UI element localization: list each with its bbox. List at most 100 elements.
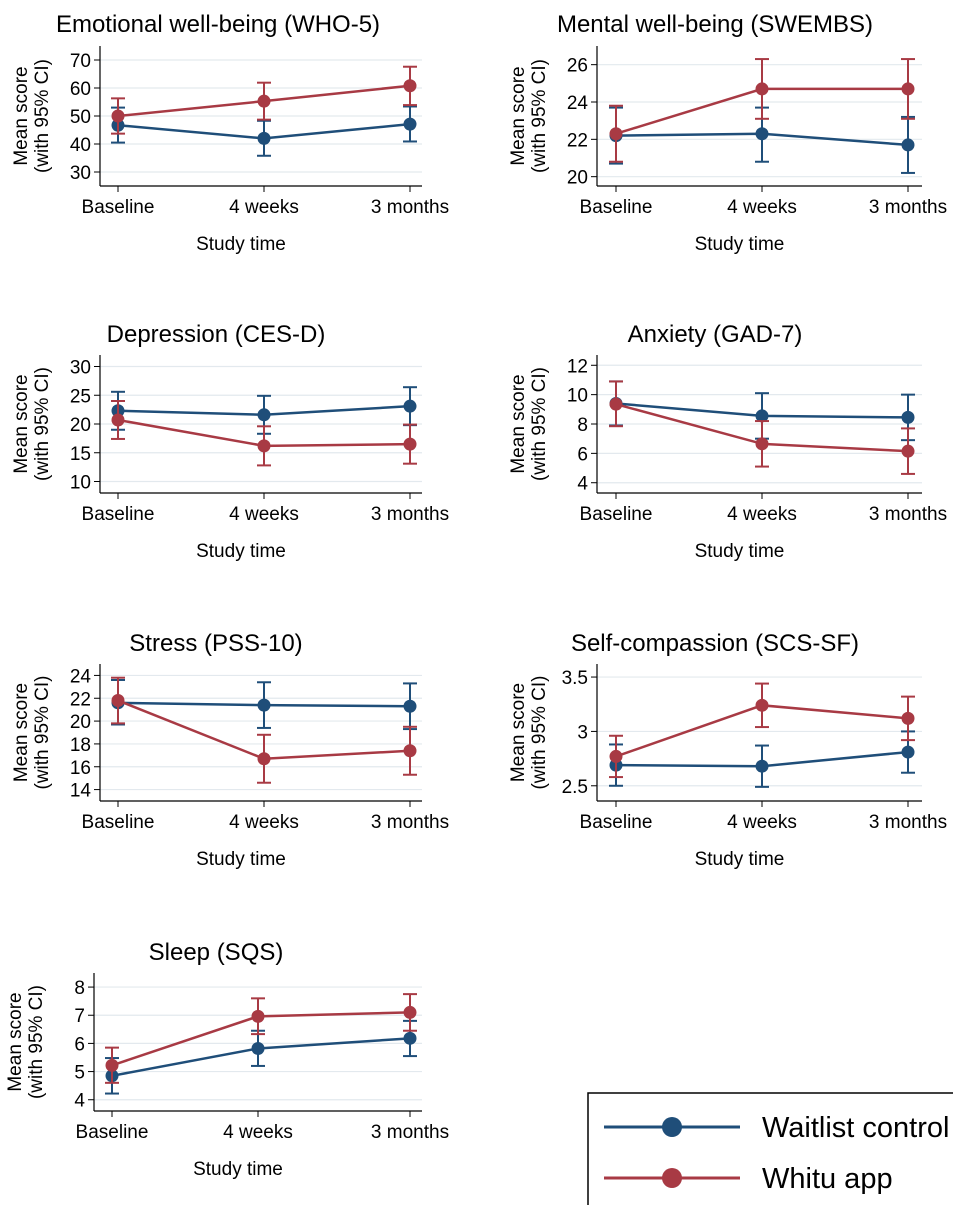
y-tick-label: 22 xyxy=(70,689,91,710)
y-axis-label-line1: Mean score xyxy=(508,66,529,165)
y-axis-label-line2: (with 95% CI) xyxy=(529,367,550,481)
y-tick-label: 5 xyxy=(74,1063,85,1084)
y-tick-label: 22 xyxy=(567,130,588,151)
legend-marker-whitu xyxy=(662,1168,682,1188)
data-point xyxy=(251,1009,265,1023)
y-tick-label: 3.5 xyxy=(562,668,588,689)
x-tick-label: 3 months xyxy=(371,504,449,525)
data-point xyxy=(257,698,271,712)
series-whitu-app xyxy=(111,400,417,467)
data-point xyxy=(257,439,271,453)
x-tick-label: 4 weeks xyxy=(229,504,299,525)
legend-label-whitu: Whitu app xyxy=(762,1163,893,1195)
y-tick-label: 40 xyxy=(70,135,91,156)
series-whitu-app xyxy=(111,65,417,135)
data-point xyxy=(755,698,769,712)
data-point xyxy=(111,694,125,708)
y-tick-label: 15 xyxy=(70,444,91,465)
x-tick-label: 4 weeks xyxy=(223,1122,293,1143)
series-whitu-app xyxy=(609,380,915,475)
x-axis-label: Study time xyxy=(695,541,785,562)
y-tick-label: 14 xyxy=(70,781,92,802)
y-tick-label: 8 xyxy=(577,415,588,436)
data-point xyxy=(901,745,915,759)
y-axis-label-line2: (with 95% CI) xyxy=(32,59,53,173)
y-tick-label: 6 xyxy=(577,444,588,465)
data-point xyxy=(403,1005,417,1019)
y-axis-label-line1: Mean score xyxy=(508,683,529,782)
x-tick-label: Baseline xyxy=(82,812,155,833)
data-point xyxy=(403,117,417,131)
data-point xyxy=(105,1058,119,1072)
y-axis-label-line2: (with 95% CI) xyxy=(32,367,53,481)
x-tick-label: 4 weeks xyxy=(229,197,299,218)
y-tick-label: 16 xyxy=(70,758,91,779)
legend-box xyxy=(587,1092,953,1205)
x-axis-label: Study time xyxy=(695,234,785,255)
x-tick-label: 3 months xyxy=(371,197,449,218)
x-tick-label: Baseline xyxy=(580,197,653,218)
panels: Emotional well-being (WHO-5) 30 40 50 60 70 Ba… xyxy=(5,11,947,1180)
x-tick-label: 3 months xyxy=(869,197,947,218)
data-point xyxy=(901,82,915,96)
y-tick-label: 2.5 xyxy=(562,777,588,798)
x-axis-label: Study time xyxy=(196,541,286,562)
y-axis-label-line1: Mean score xyxy=(5,992,26,1091)
y-axis-label-line1: Mean score xyxy=(11,374,32,473)
x-tick-label: 4 weeks xyxy=(727,504,797,525)
data-point xyxy=(257,408,271,422)
x-tick-label: 4 weeks xyxy=(727,812,797,833)
y-tick-label: 4 xyxy=(74,1091,85,1112)
data-point xyxy=(755,127,769,141)
data-point xyxy=(403,79,417,93)
chart-title: Anxiety (GAD-7) xyxy=(628,321,803,348)
y-tick-label: 20 xyxy=(567,168,588,189)
data-point xyxy=(901,138,915,152)
y-tick-label: 20 xyxy=(70,415,91,436)
x-tick-label: Baseline xyxy=(580,504,653,525)
series-waitlist-control xyxy=(105,1019,417,1095)
panel-4: Anxiety (GAD-7) 4 6 8 10 12 Baseline 4 weeks 3 m… xyxy=(508,321,947,562)
x-tick-label: Baseline xyxy=(580,812,653,833)
y-tick-label: 20 xyxy=(70,712,91,733)
x-tick-label: 3 months xyxy=(869,812,947,833)
data-point xyxy=(901,711,915,725)
legend: Waitlist control Whitu app xyxy=(587,1092,953,1205)
data-point xyxy=(755,82,769,96)
y-tick-label: 3 xyxy=(577,722,588,743)
y-tick-label: 4 xyxy=(577,474,588,495)
data-point xyxy=(755,759,769,773)
y-tick-label: 30 xyxy=(70,163,91,184)
data-point xyxy=(403,399,417,413)
data-point xyxy=(403,437,417,451)
y-tick-label: 12 xyxy=(567,356,588,377)
x-axis-label: Study time xyxy=(196,234,286,255)
series-whitu-app xyxy=(609,58,915,163)
y-axis-label-line1: Mean score xyxy=(11,683,32,782)
x-axis-label: Study time xyxy=(193,1159,283,1180)
y-axis-label-line2: (with 95% CI) xyxy=(26,985,47,1099)
y-tick-label: 10 xyxy=(70,473,91,494)
series-whitu-app xyxy=(105,993,417,1084)
y-tick-label: 24 xyxy=(70,666,92,687)
x-tick-label: 4 weeks xyxy=(229,812,299,833)
data-point xyxy=(901,410,915,424)
panel-2: Mental well-being (SWEMBS) 20 22 24 26 Baseli… xyxy=(508,11,947,255)
y-axis-label-line1: Mean score xyxy=(11,66,32,165)
x-tick-label: 3 months xyxy=(371,1122,449,1143)
y-tick-label: 60 xyxy=(70,79,91,100)
x-tick-label: Baseline xyxy=(82,504,155,525)
y-tick-label: 70 xyxy=(70,51,91,72)
data-point xyxy=(257,131,271,145)
x-axis-label: Study time xyxy=(196,849,286,870)
chart-title: Stress (PSS-10) xyxy=(129,630,302,657)
data-point xyxy=(755,437,769,451)
x-tick-label: 3 months xyxy=(371,812,449,833)
data-point xyxy=(609,397,623,411)
series-waitlist-control xyxy=(609,730,915,788)
legend-marker-waitlist xyxy=(662,1117,682,1137)
series-whitu-app xyxy=(609,682,915,779)
data-point xyxy=(257,752,271,766)
